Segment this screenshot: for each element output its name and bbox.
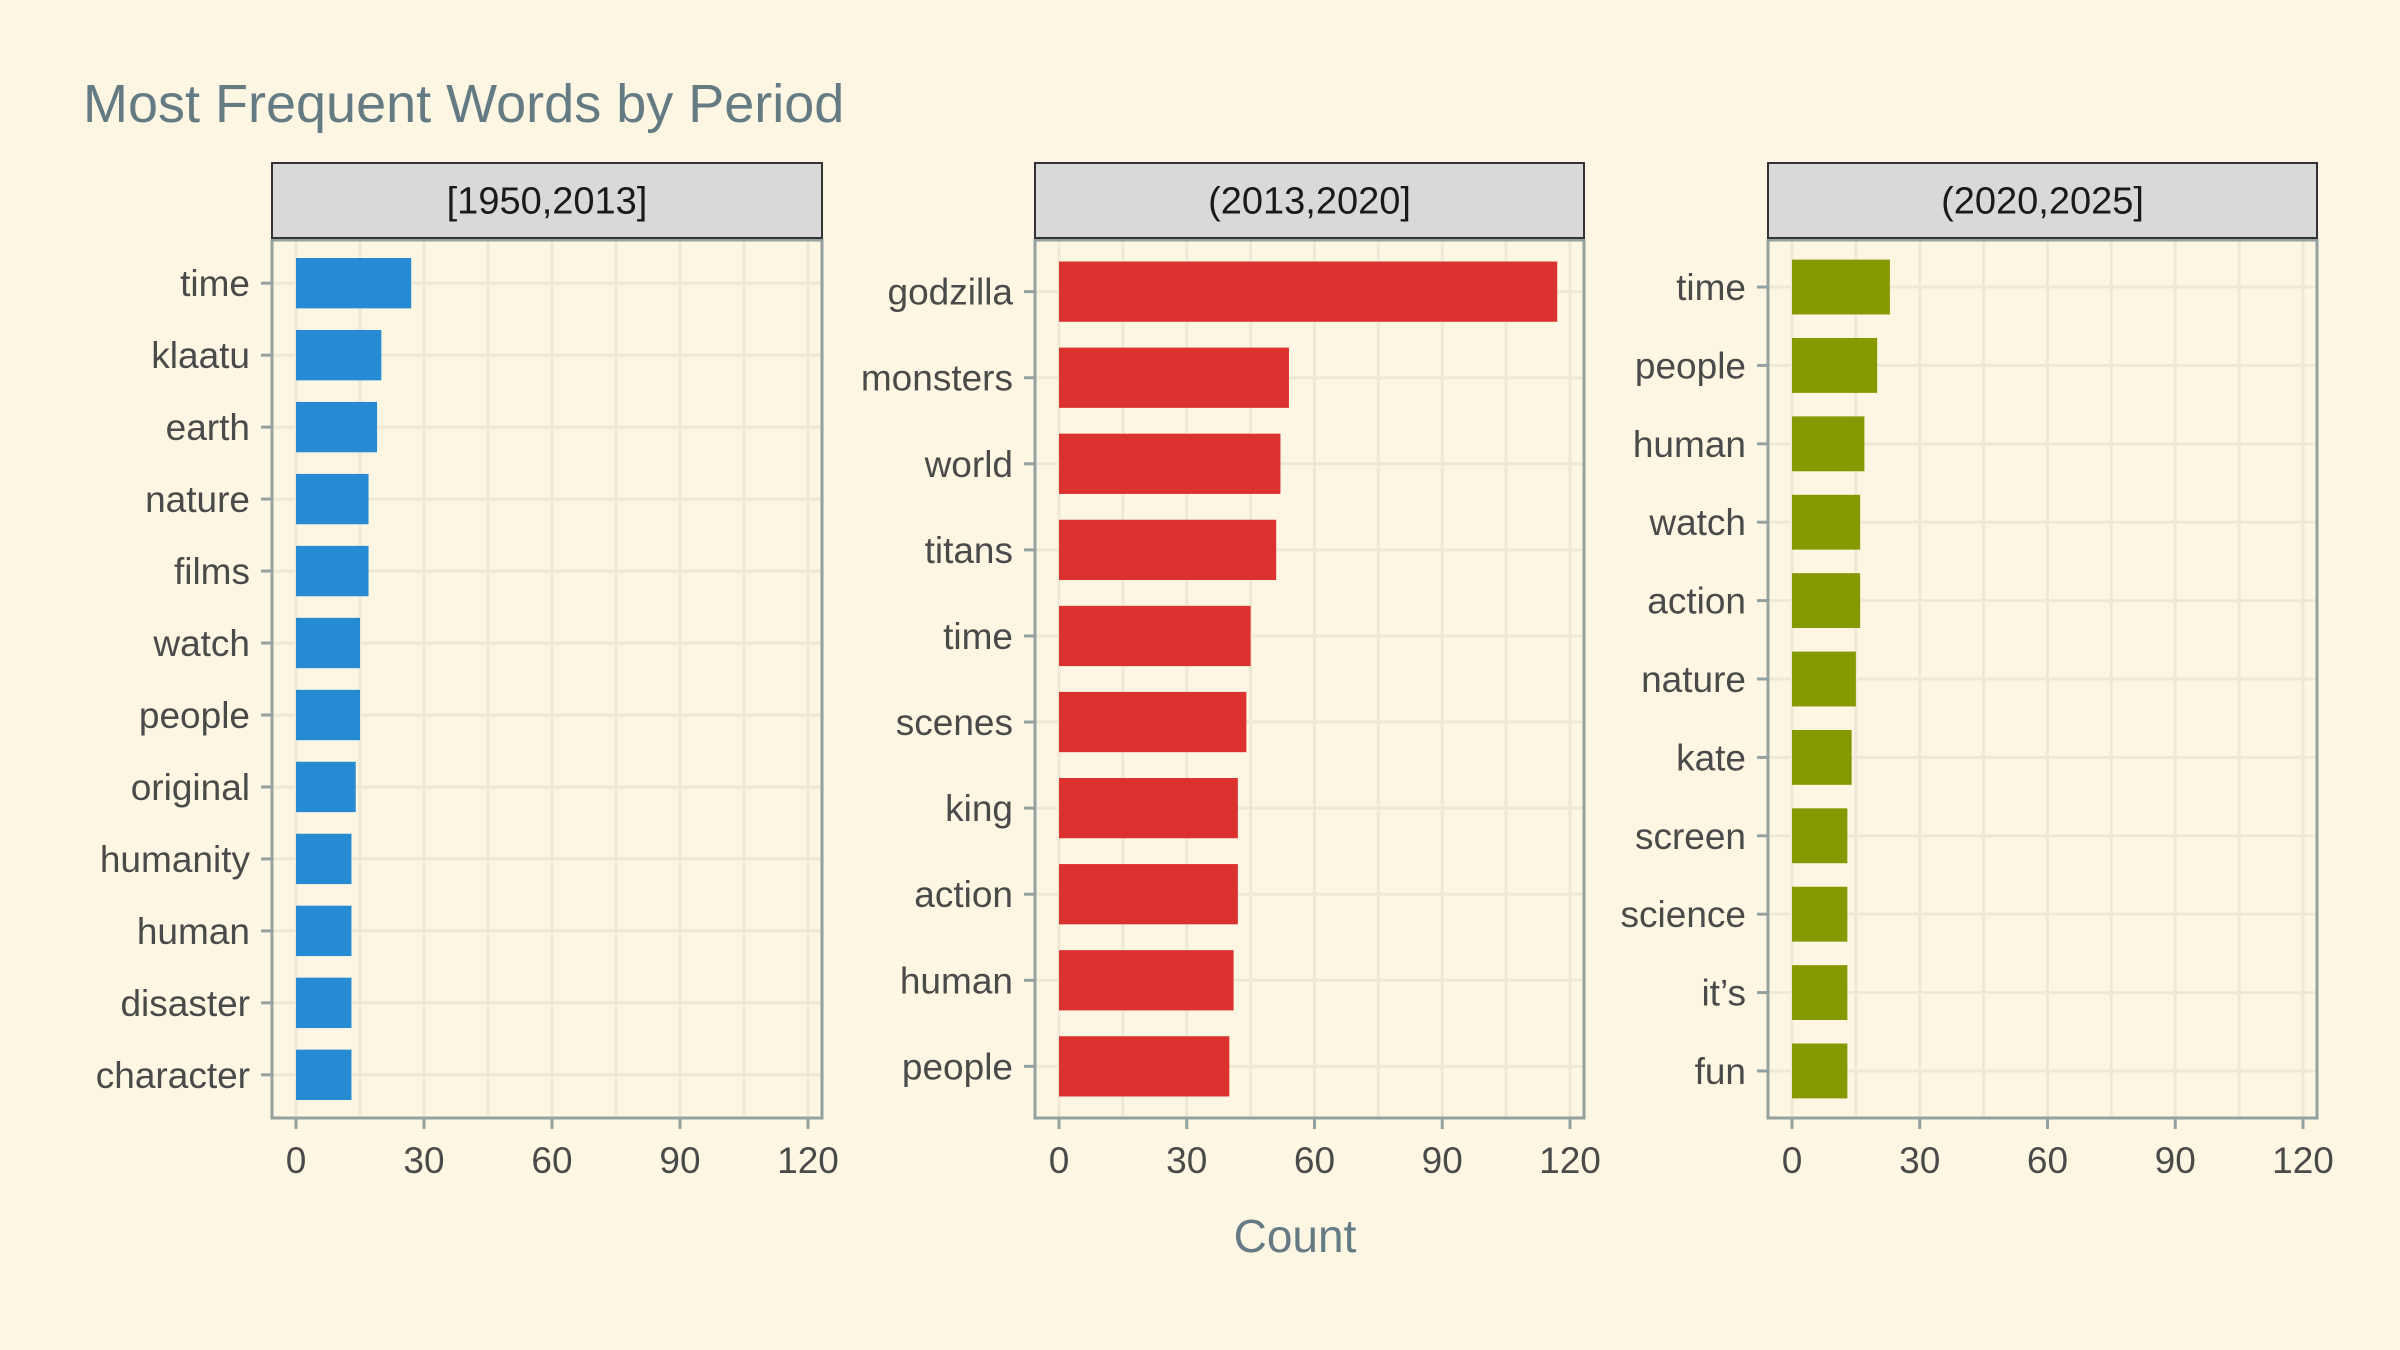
chart-title: Most Frequent Words by Period	[83, 74, 844, 134]
bar-it’s	[1792, 965, 1848, 1021]
facet-strip-label: [1950,2013]	[447, 181, 648, 223]
bar-people	[1792, 337, 1878, 393]
bar-scenes	[1059, 691, 1247, 753]
panels: [1950,2013] time klaatu earth nature films wat…	[96, 162, 2334, 1181]
y-tick-label: people	[1635, 345, 1746, 386]
x-tick-label: 90	[659, 1140, 700, 1181]
y-tick-label: fun	[1695, 1051, 1746, 1092]
y-tick-label: time	[180, 263, 250, 304]
bar-time	[1059, 605, 1251, 667]
x-tick-label: 90	[1422, 1140, 1463, 1181]
facet-strip	[271, 162, 823, 239]
y-tick-label: science	[1621, 894, 1746, 935]
y-tick-label: nature	[145, 479, 250, 520]
bar-human	[1059, 950, 1234, 1011]
bar-titans	[1059, 519, 1277, 581]
facet-strip	[1034, 162, 1585, 239]
y-tick-label: it’s	[1701, 973, 1746, 1014]
facet-panel-2: (2013,2020] godzilla monsters world titans ti…	[861, 162, 1601, 1181]
y-tick-label: original	[131, 767, 250, 808]
facet-panel-1: [1950,2013] time klaatu earth nature films wat…	[96, 162, 839, 1181]
bar-people	[1059, 1036, 1230, 1097]
panel-border	[1033, 238, 1586, 1120]
x-tick-label: 60	[2027, 1140, 2068, 1181]
bar-monsters	[1059, 347, 1289, 408]
y-tick-label: human	[1633, 424, 1746, 465]
facet-panel-3: (2020,2025] time people human watch action nat…	[1621, 162, 2334, 1181]
x-tick-label: 90	[2155, 1140, 2196, 1181]
panel-background	[272, 240, 822, 1118]
x-tick-label: 60	[1294, 1140, 1335, 1181]
bar-human	[296, 905, 352, 957]
x-tick-label: 30	[403, 1140, 444, 1181]
y-tick-label: nature	[1641, 659, 1746, 700]
x-tick-label: 0	[1049, 1140, 1070, 1181]
bar-time	[296, 257, 412, 309]
y-tick-label: action	[1647, 581, 1746, 622]
x-axis-title: Count	[1234, 1210, 1357, 1262]
bar-fun	[1792, 1043, 1848, 1099]
bar-time	[1792, 259, 1890, 315]
y-tick-label: titans	[925, 530, 1013, 571]
y-tick-label: screen	[1635, 816, 1746, 857]
y-tick-label: people	[139, 695, 250, 736]
bar-klaatu	[296, 329, 382, 381]
bar-disaster	[296, 977, 352, 1029]
y-tick-label: disaster	[120, 983, 250, 1024]
y-tick-label: time	[1676, 267, 1746, 308]
bar-action	[1059, 864, 1238, 925]
y-tick-label: king	[945, 788, 1013, 829]
y-tick-label: character	[96, 1055, 250, 1096]
bar-people	[296, 689, 360, 741]
y-tick-label: people	[902, 1046, 1013, 1087]
panel-border	[270, 238, 824, 1120]
y-tick-label: scenes	[896, 702, 1013, 743]
x-tick-label: 0	[286, 1140, 307, 1181]
bar-godzilla	[1059, 261, 1558, 322]
bar-kate	[1792, 729, 1852, 785]
x-tick-label: 60	[531, 1140, 572, 1181]
bar-humanity	[296, 833, 352, 885]
facet-strip-label: (2020,2025]	[1941, 181, 2144, 223]
bar-nature	[296, 473, 369, 525]
y-tick-label: godzilla	[888, 272, 1014, 313]
x-tick-label: 120	[1539, 1140, 1601, 1181]
y-tick-label: kate	[1676, 737, 1746, 778]
y-tick-label: watch	[1648, 502, 1746, 543]
facet-strip-label: (2013,2020]	[1208, 181, 1411, 223]
bar-character	[296, 1049, 352, 1101]
bar-films	[296, 545, 369, 597]
bar-watch	[296, 617, 360, 669]
y-tick-label: humanity	[100, 839, 251, 880]
y-tick-label: watch	[152, 623, 250, 664]
y-tick-label: time	[943, 616, 1013, 657]
y-tick-label: klaatu	[151, 335, 250, 376]
bar-nature	[1792, 651, 1856, 707]
x-tick-label: 30	[1166, 1140, 1207, 1181]
bar-watch	[1792, 494, 1861, 550]
y-tick-label: action	[914, 874, 1013, 915]
y-tick-label: earth	[166, 407, 250, 448]
y-tick-label: human	[137, 911, 250, 952]
x-tick-label: 120	[777, 1140, 839, 1181]
facet-strip	[1767, 162, 2318, 239]
y-tick-label: films	[174, 551, 250, 592]
bar-human	[1792, 416, 1865, 472]
bar-earth	[296, 401, 378, 453]
y-tick-label: monsters	[861, 358, 1013, 399]
bar-screen	[1792, 808, 1848, 864]
y-tick-label: human	[900, 960, 1013, 1001]
x-tick-label: 0	[1782, 1140, 1803, 1181]
x-tick-label: 30	[1899, 1140, 1940, 1181]
bar-action	[1792, 573, 1861, 629]
bar-original	[296, 761, 356, 813]
bar-king	[1059, 777, 1238, 839]
bar-science	[1792, 886, 1848, 942]
x-tick-label: 120	[2272, 1140, 2334, 1181]
y-tick-label: world	[924, 444, 1013, 485]
bar-world	[1059, 433, 1281, 494]
